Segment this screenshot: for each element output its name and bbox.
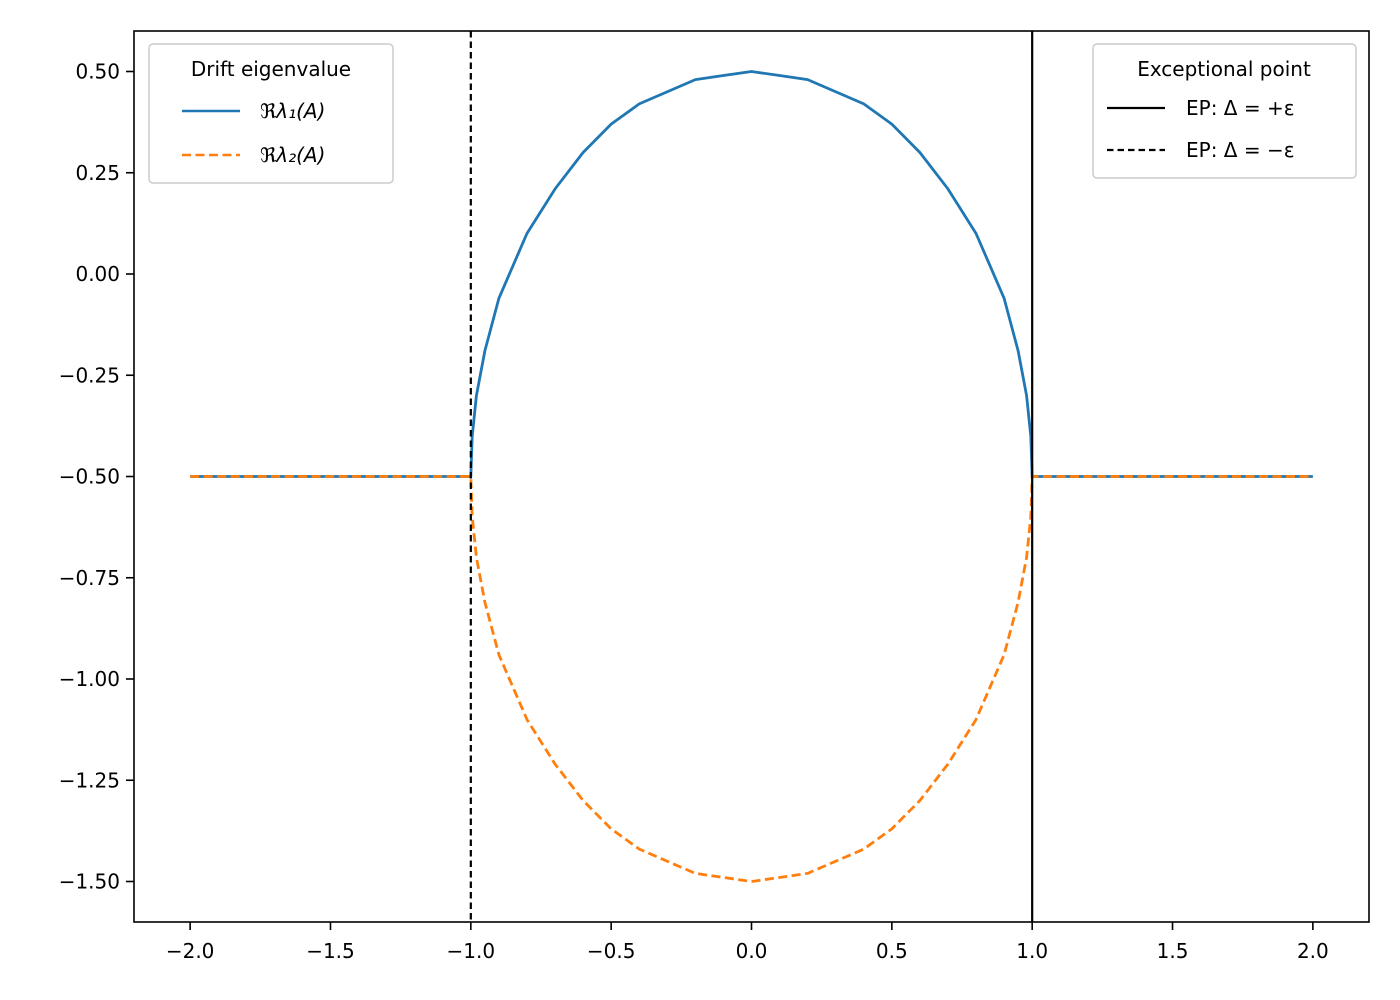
x-tick-label: −1.5 xyxy=(306,939,355,963)
y-tick-label: −0.25 xyxy=(59,363,120,387)
legend-label-series-2: ℜλ₂(A) xyxy=(260,143,325,167)
y-tick-label: −0.75 xyxy=(59,566,120,590)
series-layer xyxy=(190,70,1313,883)
x-tick-label: −2.0 xyxy=(166,939,215,963)
y-tick-label: −0.50 xyxy=(59,465,120,489)
x-tick-label: −1.0 xyxy=(447,939,496,963)
legend-title: Drift eigenvalue xyxy=(191,57,351,81)
x-axis: −2.0 −1.5 −1.0 −0.5 0.0 0.5 1.0 1.5 2.0 xyxy=(166,922,1329,963)
legend-drift-eigenvalue: Drift eigenvalue ℜλ₁(A) ℜλ₂(A) xyxy=(148,43,394,184)
x-tick-label: 1.0 xyxy=(1016,939,1048,963)
y-tick-label: 0.50 xyxy=(75,60,120,84)
legend-label-ep-plus: EP: Δ = +ε xyxy=(1186,96,1295,120)
legend-box xyxy=(1092,43,1357,179)
y-tick-label: −1.00 xyxy=(59,667,120,691)
y-tick-label: 0.00 xyxy=(75,262,120,286)
legend-title: Exceptional point xyxy=(1137,57,1311,81)
legend-label-ep-minus: EP: Δ = −ε xyxy=(1186,138,1295,162)
legend-exceptional-point: Exceptional point EP: Δ = +ε EP: Δ = −ε xyxy=(1092,43,1357,179)
x-tick-label: 1.5 xyxy=(1157,939,1189,963)
x-tick-label: 0.0 xyxy=(736,939,768,963)
series-line-1 xyxy=(190,70,1313,478)
y-tick-label: −1.25 xyxy=(59,768,120,792)
series-line-2 xyxy=(190,475,1313,883)
x-tick-label: −0.5 xyxy=(587,939,636,963)
y-tick-label: 0.25 xyxy=(75,161,120,185)
y-tick-label: −1.50 xyxy=(59,870,120,894)
x-tick-label: 2.0 xyxy=(1297,939,1329,963)
legend-label-series-1: ℜλ₁(A) xyxy=(260,99,325,123)
x-tick-label: 0.5 xyxy=(876,939,908,963)
vline-layer xyxy=(469,31,1034,922)
legend-box xyxy=(148,43,394,184)
y-axis: 0.50 0.25 0.00 −0.25 −0.50 −0.75 −1.00 −1.25 −1.… xyxy=(59,60,134,894)
